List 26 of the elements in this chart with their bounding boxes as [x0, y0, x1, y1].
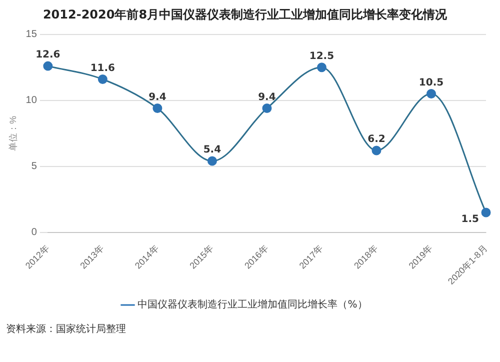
data-label: 9.4	[148, 92, 166, 103]
point	[262, 104, 272, 114]
data-label: 5.4	[203, 144, 222, 156]
chart-title: 2012-2020年前8月中国仪器仪表制造行业工业增加值同比增长率变化情况	[42, 7, 448, 22]
data-label: 9.4	[258, 92, 276, 103]
y-tick-label: 5	[31, 161, 38, 172]
point	[43, 61, 53, 71]
legend-label: 中国仪器仪表制造行业工业增加值同比增长率（%）	[138, 298, 368, 311]
data-label: 12.5	[309, 50, 334, 62]
point	[316, 62, 326, 72]
data-label: 1.5	[461, 214, 480, 226]
point	[152, 104, 162, 114]
data-label: 10.5	[418, 77, 444, 88]
point	[481, 208, 491, 218]
point	[426, 89, 436, 99]
data-label: 11.6	[90, 62, 116, 74]
data-label: 12.6	[36, 50, 60, 61]
point	[207, 156, 217, 166]
point	[372, 146, 382, 156]
data-label: 6.2	[368, 134, 386, 146]
y-tick-label: 0	[31, 227, 38, 238]
y-axis-title: 单位：%	[8, 116, 18, 151]
text: 资料来源：国家统计局整理	[6, 322, 126, 336]
point	[98, 74, 108, 84]
y-tick-label: 15	[26, 29, 38, 40]
y-tick-label: 10	[26, 95, 38, 106]
